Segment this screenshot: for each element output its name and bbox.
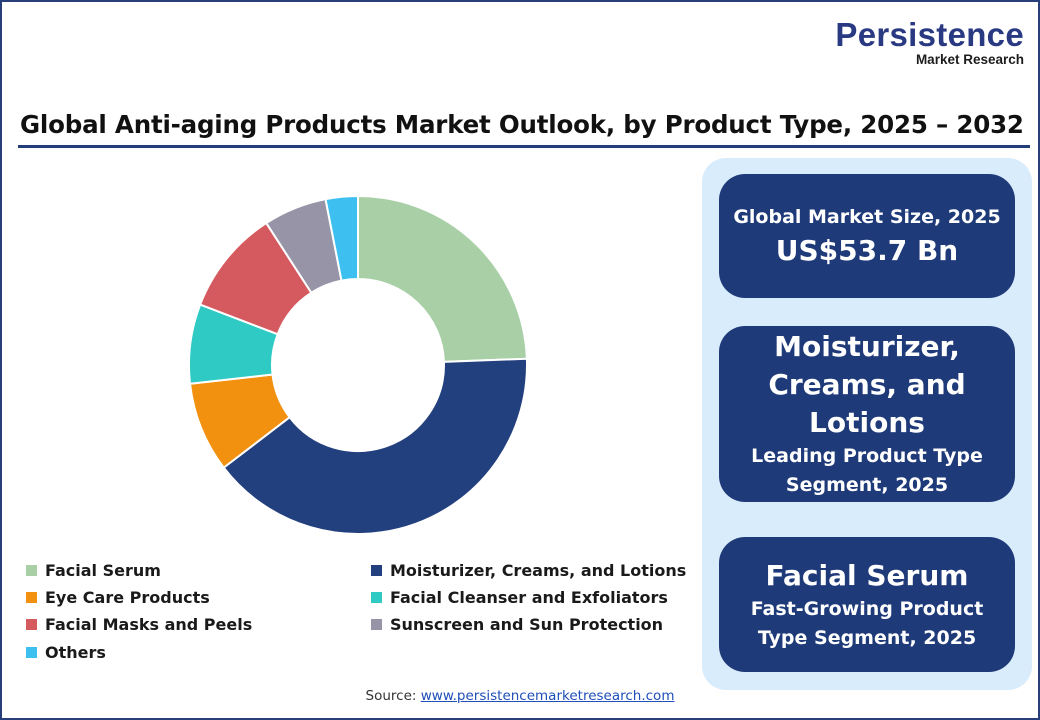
legend-label: Eye Care Products [45,588,210,607]
legend-swatch [371,565,382,576]
chart-legend: Facial Serum Moisturizer, Creams, and Lo… [26,557,706,672]
fastest-segment-card: Facial Serum Fast-Growing Product Type S… [719,537,1015,672]
legend-swatch [371,619,382,630]
leading-segment-card: Moisturizer, Creams, and Lotions Leading… [719,326,1015,502]
legend-item-facial-masks: Facial Masks and Peels [26,615,252,634]
market-size-label: Global Market Size, 2025 [733,205,1001,228]
leading-segment-caption-line2: Segment, 2025 [785,474,949,496]
legend-item-moisturizer: Moisturizer, Creams, and Lotions [371,561,686,580]
fastest-segment-caption-line2: Type Segment, 2025 [757,626,977,649]
source-link[interactable]: www.persistencemarketresearch.com [420,688,675,704]
legend-swatch [26,647,37,658]
fastest-segment-caption-line1: Fast-Growing Product [750,597,984,620]
company-logo: Persistence Market Research [835,18,1024,68]
legend-swatch [26,565,37,576]
legend-item-facial-serum: Facial Serum [26,561,161,580]
legend-item-sunscreen: Sunscreen and Sun Protection [371,615,663,634]
donut-slice-facial-serum [357,194,528,363]
leading-segment-name-line2: Creams, and [768,368,966,401]
legend-item-facial-cleanser: Facial Cleanser and Exfoliators [371,588,668,607]
legend-item-eye-care: Eye Care Products [26,588,210,607]
legend-label: Facial Serum [45,561,161,580]
donut-slice-moisturizer-creams-and-lotions [222,357,528,535]
donut-chart [188,194,528,535]
legend-label: Others [45,643,106,662]
legend-swatch [371,592,382,603]
legend-swatch [26,619,37,630]
title-divider [18,145,1030,148]
legend-swatch [26,592,37,603]
legend-label: Sunscreen and Sun Protection [390,615,664,634]
legend-label: Moisturizer, Creams, and Lotions [390,561,687,580]
legend-item-others: Others [26,643,106,662]
legend-label: Facial Cleanser and Exfoliators [390,588,668,607]
source-prefix: Source: [365,688,421,704]
logo-main-text: Persistence [835,16,1024,53]
key-stats-panel: Global Market Size, 2025 US$53.7 Bn Mois… [702,158,1032,690]
chart-title: Global Anti-aging Products Market Outloo… [20,110,1024,139]
leading-segment-name-line1: Moisturizer, [774,330,960,363]
logo-sub-text: Market Research [915,52,1024,67]
donut-slice-others [324,194,359,282]
market-size-card: Global Market Size, 2025 US$53.7 Bn [719,174,1015,298]
leading-segment-name-line3: Lotions [809,406,925,439]
legend-label: Facial Masks and Peels [45,615,253,634]
market-size-value: US$53.7 Bn [775,233,959,267]
leading-segment-caption-line1: Leading Product Type [751,445,983,467]
fastest-segment-name: Facial Serum [765,558,969,592]
source-note: Source: www.persistencemarketresearch.co… [2,688,1038,704]
